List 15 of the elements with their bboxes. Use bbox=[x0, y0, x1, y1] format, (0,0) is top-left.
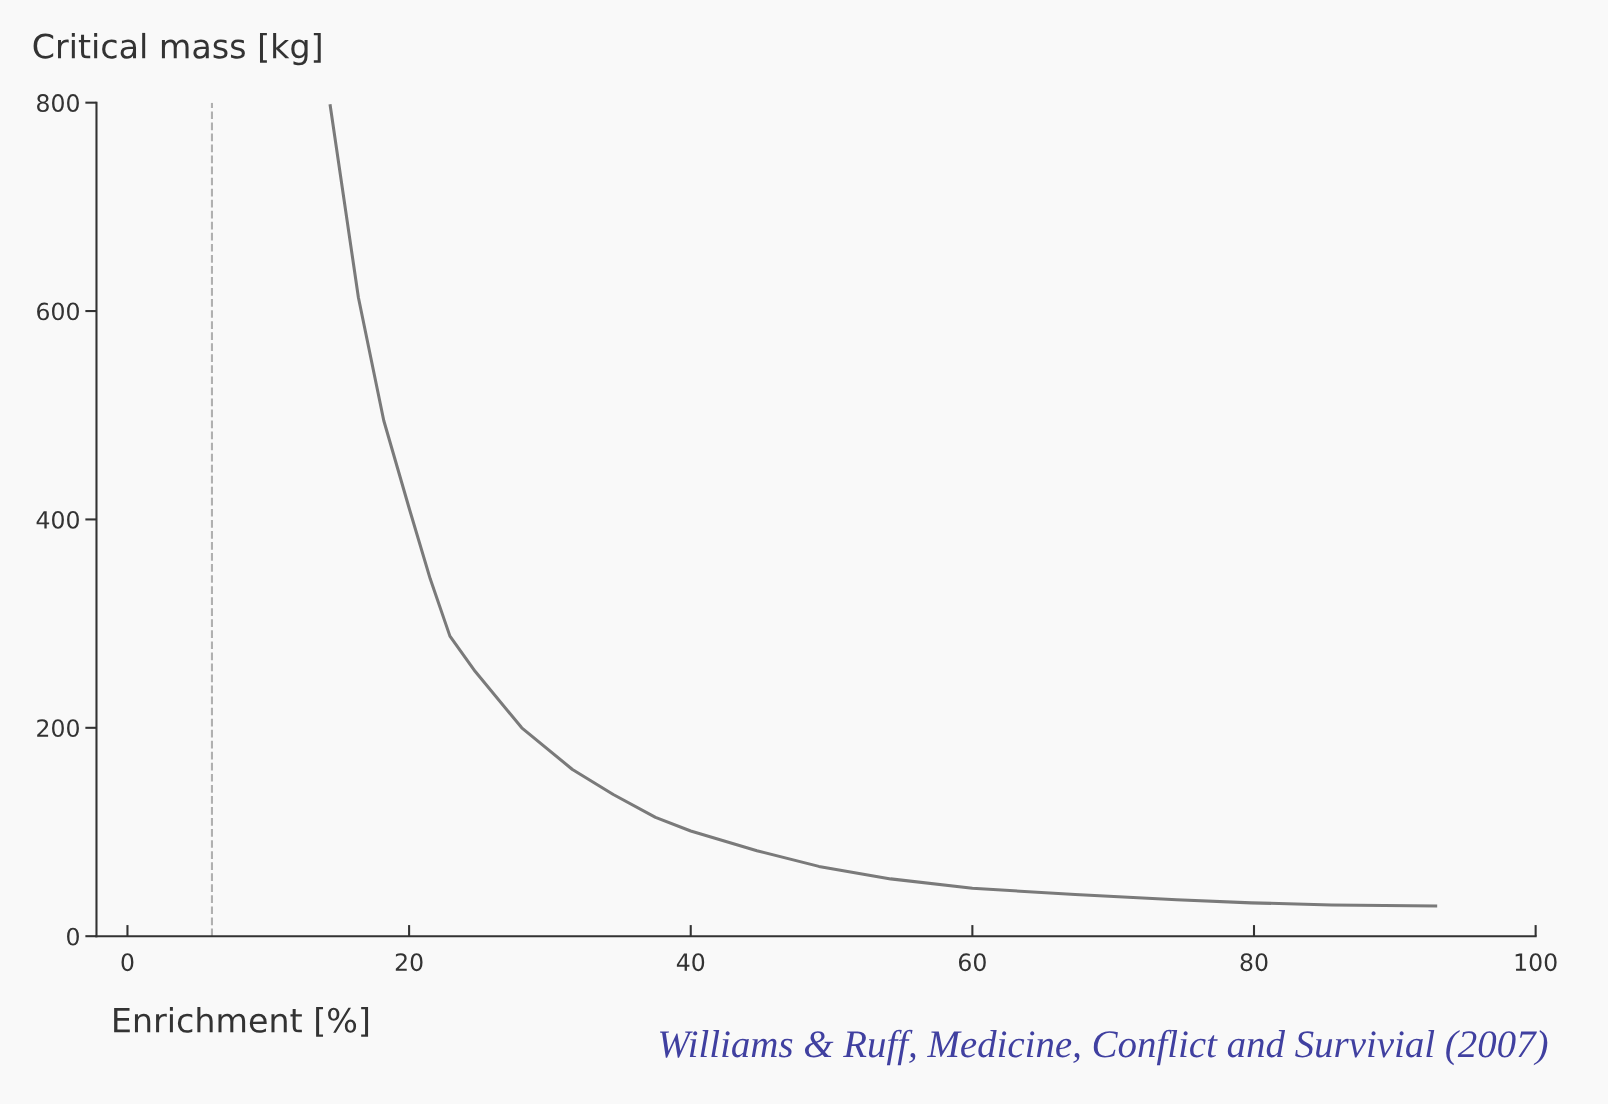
x-tick-label: 80 bbox=[1240, 953, 1268, 972]
x-tick-label: 40 bbox=[676, 953, 705, 972]
y-tick-label: 0 bbox=[67, 927, 79, 946]
y-tick-label: 800 bbox=[37, 94, 79, 112]
y-tick-label: 400 bbox=[36, 510, 79, 529]
x-axis-title: Enrichment [%] bbox=[114, 1007, 369, 1037]
text: Williams & Ruff, Medicine, Conflict and Survivial (2007) bbox=[659, 1029, 1548, 1066]
x-tick-label: 0 bbox=[121, 953, 134, 972]
line-series bbox=[328, 104, 1438, 908]
y-axis-title: Critical mass [kg] bbox=[33, 32, 321, 66]
y-tick-label: 200 bbox=[37, 719, 79, 738]
y-tick-label: 600 bbox=[37, 302, 79, 321]
x-tick-label: 60 bbox=[958, 953, 986, 972]
x-tick-label: 20 bbox=[395, 953, 423, 972]
x-tick-label: 100 bbox=[1515, 953, 1557, 972]
